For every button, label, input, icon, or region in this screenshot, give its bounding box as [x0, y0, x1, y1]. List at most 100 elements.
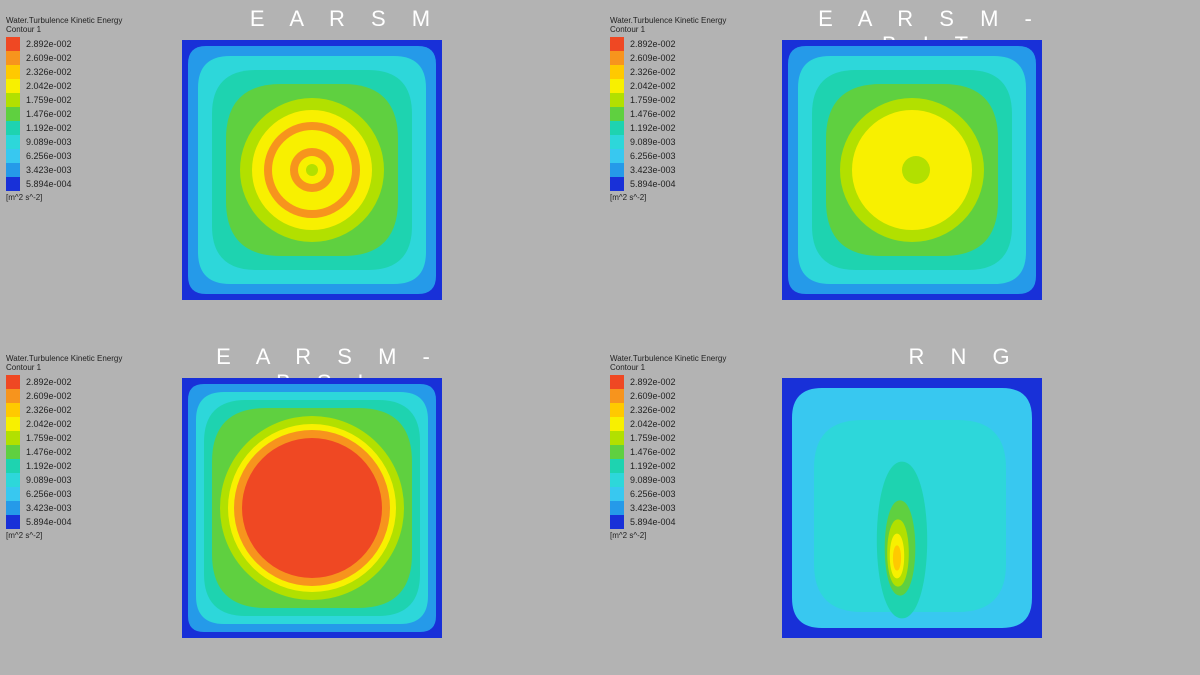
contour-plot-earsm: [182, 40, 442, 300]
legend-row: 2.892e-002: [6, 375, 122, 389]
legend-swatch: [610, 375, 624, 389]
legend-swatch: [6, 515, 20, 529]
legend-swatch: [610, 473, 624, 487]
legend-title-line2: Contour 1: [6, 364, 122, 373]
legend-swatch: [610, 417, 624, 431]
legend-label: 2.892e-002: [630, 39, 676, 49]
legend-row: 2.042e-002: [6, 417, 122, 431]
contour-band: [902, 156, 930, 184]
legend-title: Water.Turbulence Kinetic EnergyContour 1: [6, 17, 122, 35]
legend-label: 1.476e-002: [26, 447, 72, 457]
legend-row: 6.256e-003: [610, 487, 726, 501]
legend-label: 1.192e-002: [26, 123, 72, 133]
legend-swatch: [610, 107, 624, 121]
legend-row: 2.609e-002: [6, 51, 122, 65]
legend-swatch: [6, 51, 20, 65]
contour-band: [306, 164, 318, 176]
legend-row: 3.423e-003: [6, 163, 122, 177]
legend-swatch: [610, 149, 624, 163]
legend-label: 1.759e-002: [26, 433, 72, 443]
legend-label: 9.089e-003: [26, 137, 72, 147]
legend-row: 2.042e-002: [610, 417, 726, 431]
legend-swatch: [610, 163, 624, 177]
legend-swatch: [6, 107, 20, 121]
legend-swatch: [610, 37, 624, 51]
legend-title-line2: Contour 1: [6, 26, 122, 35]
legend-swatch: [6, 93, 20, 107]
legend-row: 1.759e-002: [6, 93, 122, 107]
legend-swatch: [610, 121, 624, 135]
legend-label: 1.759e-002: [26, 95, 72, 105]
legend-swatch: [6, 121, 20, 135]
legend-swatch: [610, 93, 624, 107]
legend-row: 5.894e-004: [6, 177, 122, 191]
legend-row: 5.894e-004: [610, 515, 726, 529]
legend-row: 5.894e-004: [610, 177, 726, 191]
legend-swatch: [6, 177, 20, 191]
legend-unit: [m^2 s^-2]: [610, 531, 726, 540]
legend-swatch: [6, 431, 20, 445]
contour-svg: [782, 378, 1042, 638]
legend-row: 9.089e-003: [610, 135, 726, 149]
legend-swatch: [610, 459, 624, 473]
legend-label: 1.476e-002: [26, 109, 72, 119]
legend-label: 2.609e-002: [26, 391, 72, 401]
legend-swatch: [610, 487, 624, 501]
legend-row: 1.192e-002: [610, 121, 726, 135]
legend-title: Water.Turbulence Kinetic EnergyContour 1: [610, 355, 726, 373]
legend-label: 3.423e-003: [630, 165, 676, 175]
legend-label: 2.326e-002: [26, 405, 72, 415]
legend-swatch: [6, 79, 20, 93]
legend-row: 1.476e-002: [6, 445, 122, 459]
legend-row: 2.609e-002: [610, 389, 726, 403]
legend-swatch: [6, 445, 20, 459]
contour-svg: [182, 378, 442, 638]
legend-label: 5.894e-004: [26, 179, 72, 189]
legend-row: 1.192e-002: [610, 459, 726, 473]
legend-label: 1.476e-002: [630, 447, 676, 457]
panel-title-rng: R N G: [834, 344, 1094, 370]
legend-swatch: [610, 51, 624, 65]
legend-row: 2.892e-002: [610, 375, 726, 389]
contour-plot-earsm-bsl: [182, 378, 442, 638]
legend-swatch: [610, 389, 624, 403]
legend: Water.Turbulence Kinetic EnergyContour 1…: [6, 17, 122, 202]
legend-row: 2.042e-002: [610, 79, 726, 93]
legend-label: 6.256e-003: [630, 489, 676, 499]
legend-row: 2.326e-002: [6, 65, 122, 79]
legend-row: 6.256e-003: [6, 487, 122, 501]
legend-row: 1.759e-002: [6, 431, 122, 445]
legend-label: 2.042e-002: [630, 81, 676, 91]
legend-label: 9.089e-003: [26, 475, 72, 485]
legend-unit: [m^2 s^-2]: [6, 531, 122, 540]
legend: Water.Turbulence Kinetic EnergyContour 1…: [610, 17, 726, 202]
legend-label: 1.476e-002: [630, 109, 676, 119]
legend-label: 3.423e-003: [26, 503, 72, 513]
legend-row: 3.423e-003: [610, 163, 726, 177]
legend-row: 2.892e-002: [6, 37, 122, 51]
legend-title-line2: Contour 1: [610, 26, 726, 35]
legend-title: Water.Turbulence Kinetic EnergyContour 1: [6, 355, 122, 373]
legend-swatch: [6, 375, 20, 389]
legend-swatch: [6, 37, 20, 51]
legend-swatch: [610, 445, 624, 459]
legend-row: 6.256e-003: [6, 149, 122, 163]
legend-title-line2: Contour 1: [610, 364, 726, 373]
legend-swatch: [6, 487, 20, 501]
legend-label: 5.894e-004: [26, 517, 72, 527]
legend-swatch: [610, 431, 624, 445]
legend-swatch: [6, 163, 20, 177]
legend-swatch: [610, 515, 624, 529]
legend-swatch: [610, 403, 624, 417]
legend-swatch: [6, 65, 20, 79]
legend-label: 1.192e-002: [26, 461, 72, 471]
legend-row: 6.256e-003: [610, 149, 726, 163]
legend-swatch: [6, 459, 20, 473]
legend-row: 2.326e-002: [6, 403, 122, 417]
legend-swatch: [6, 403, 20, 417]
legend-swatch: [6, 501, 20, 515]
legend-label: 2.326e-002: [26, 67, 72, 77]
panel-title-earsm: E A R S M: [215, 6, 475, 32]
legend-label: 5.894e-004: [630, 179, 676, 189]
legend-row: 1.759e-002: [610, 431, 726, 445]
